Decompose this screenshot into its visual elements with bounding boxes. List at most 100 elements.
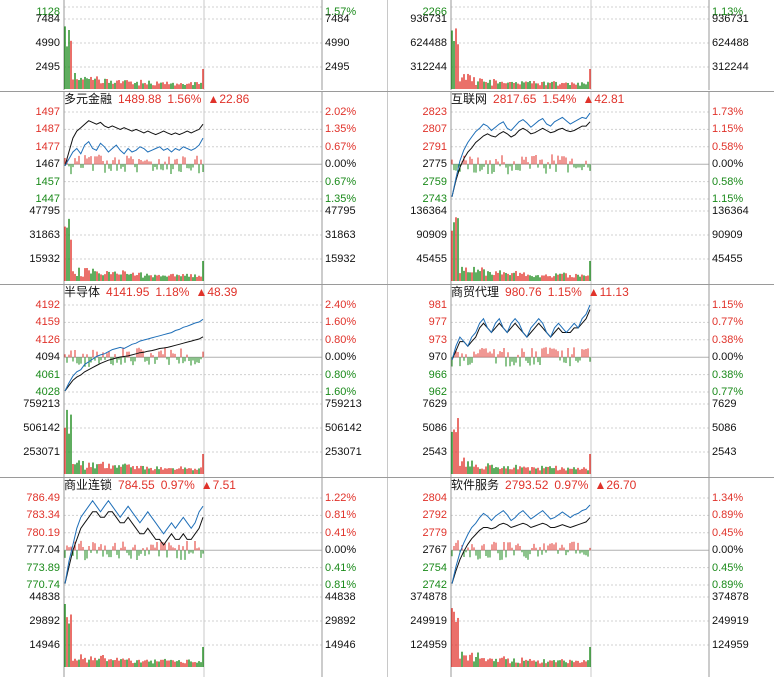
percent-axis-label: 0.58% [712,175,744,188]
volume-axis-label-right: 45455 [712,253,743,265]
price-axis-label: 4094 [35,351,60,364]
volume-axis-label: 15932 [29,253,60,265]
sector-price: 1489.88 [118,92,162,106]
percent-axis-label: 0.89% [712,509,744,522]
percent-axis-label: 0.45% [712,526,744,539]
percent-axis-label: 1.73% [712,106,744,118]
price-axis-label: 1457 [35,175,60,188]
price-axis-label: 2804 [422,492,447,504]
volume-axis-label-right: 31863 [325,229,356,241]
percent-axis-label: 1.15% [712,193,744,205]
sector-panel-shangmao-daili[interactable]: 981 977 973 970 966 962 1.15% 0.77% 0.38% 0.00% 0.… [387,285,774,477]
average-price-line [451,309,591,361]
sector-percent: 1.54% [542,92,577,106]
percent-axis-label: 0.00% [712,544,744,557]
sector-price: 4141.95 [106,285,150,299]
volume-axis-label: 253071 [23,446,60,458]
price-axis-label: 981 [428,299,447,311]
volume-axis-label: 124959 [410,639,447,651]
price-line [451,504,591,584]
price-axis-label: 2742 [422,579,447,591]
percent-axis-label: 1.13% [712,6,744,18]
volume-axis-label-right: 29892 [325,615,356,627]
chart-canvas [63,92,323,284]
percent-axis-label: 0.81% [325,579,357,591]
volume-axis-label: 624488 [410,37,447,49]
percent-axis-label: 1.35% [325,193,357,205]
volume-axis-label-right: 47795 [325,205,356,217]
volume-axis-label-right: 2543 [712,446,737,458]
volume-axis-label-right: 2495 [325,61,350,73]
percent-axis-label: 0.80% [325,333,357,346]
percent-axis-label: 0.41% [325,526,357,539]
volume-axis-label: 136364 [410,205,447,217]
average-price-line [64,336,204,392]
volume-axis-label-right: 14946 [325,639,356,651]
percent-axis-label: 0.89% [712,579,744,591]
percent-axis-label: 0.41% [325,561,357,574]
sector-panel-top-right-partial[interactable]: 2266 1.13% 936731 624488 312244 936731 624488 3… [387,0,774,90]
sector-change: ▲22.86 [207,92,250,106]
volume-axis-label-right: 7629 [712,398,737,410]
price-line [64,137,204,167]
sector-panel-hulianwang[interactable]: 2823 2807 2791 2775 2759 2743 1.73% 1.15% 0.58% 0… [387,92,774,284]
average-price-line [451,121,591,197]
volume-axis-label: 45455 [416,253,447,265]
sector-panel-top-left-partial[interactable]: 1128 1.57% 7484 4990 2495 7484 4990 2495 [0,0,387,90]
sector-title: 软件服务 2793.52 0.97% ▲26.70 [451,478,636,492]
volume-axis-label: 2543 [422,446,447,458]
percent-axis-label: 1.35% [325,123,357,136]
percent-axis-label: 1.22% [325,492,357,504]
volume-axis-label-right: 4990 [325,37,350,49]
percent-axis-label: 0.00% [325,544,357,557]
sector-panel-ruanjian-fuwu[interactable]: 2804 2792 2779 2767 2754 2742 1.34% 0.89% 0.45% 0… [387,478,774,677]
price-axis-label: 2823 [422,106,447,118]
volume-axis-label-right: 253071 [325,446,362,458]
percent-axis-label: 1.57% [325,6,357,18]
volume-axis-label-right: 90909 [712,229,743,241]
percent-axis-label: 1.15% [712,123,744,136]
chart-canvas [450,92,710,284]
volume-axis-label: 759213 [23,398,60,410]
percent-axis-label: 0.77% [712,386,744,398]
price-axis-label: 1128 [36,6,60,18]
price-axis-label: 4061 [35,368,60,381]
sector-name: 互联网 [451,92,488,106]
price-axis-label: 777.04 [26,544,60,557]
price-axis-label: 977 [428,316,447,329]
volume-axis-label-right: 5086 [712,422,737,434]
sector-change: ▲7.51 [200,478,236,492]
volume-axis-label-right: 124959 [712,639,749,651]
sector-name: 商业连锁 [64,478,113,492]
sector-price: 980.76 [505,285,542,299]
volume-axis-label: 31863 [29,229,60,241]
price-axis-label: 786.49 [26,492,60,504]
sector-change: ▲26.70 [594,478,637,492]
percent-axis-label: 1.60% [325,386,357,398]
sector-panel-duoyuan-jinrong[interactable]: 1497 1487 1477 1467 1457 1447 2.02% 1.35% 0.67% 0… [0,92,387,284]
volume-axis-label: 249919 [410,615,447,627]
row-divider [0,477,774,478]
volume-axis-label-right: 936731 [712,13,749,25]
volume-axis-label-right: 7484 [325,13,350,25]
price-axis-label: 773.89 [26,561,60,574]
volume-axis-label-right: 44838 [325,591,356,603]
price-axis-label: 966 [428,368,447,381]
chart-canvas [63,0,323,90]
volume-axis-label: 374878 [410,591,447,603]
sector-title: 互联网 2817.65 1.54% ▲42.81 [451,92,624,106]
percent-axis-label: 1.34% [712,492,744,504]
sector-panel-bandaoti[interactable]: 4192 4159 4126 4094 4061 4028 2.40% 1.60% 0.80% 0… [0,285,387,477]
row-divider [0,91,774,92]
chart-canvas [450,0,710,90]
price-axis-label: 2791 [422,140,447,153]
sector-change: ▲11.13 [587,285,629,299]
sector-name: 商贸代理 [451,285,500,299]
volume-axis-label: 506142 [23,422,60,434]
column-divider [387,0,388,677]
price-line [451,304,591,361]
price-axis-label: 2759 [422,175,447,188]
sector-panel-shangye-liansuo[interactable]: 786.49 783.34 780.19 777.04 773.89 770.74 1.22… [0,478,387,677]
price-axis-label: 4159 [35,316,60,329]
